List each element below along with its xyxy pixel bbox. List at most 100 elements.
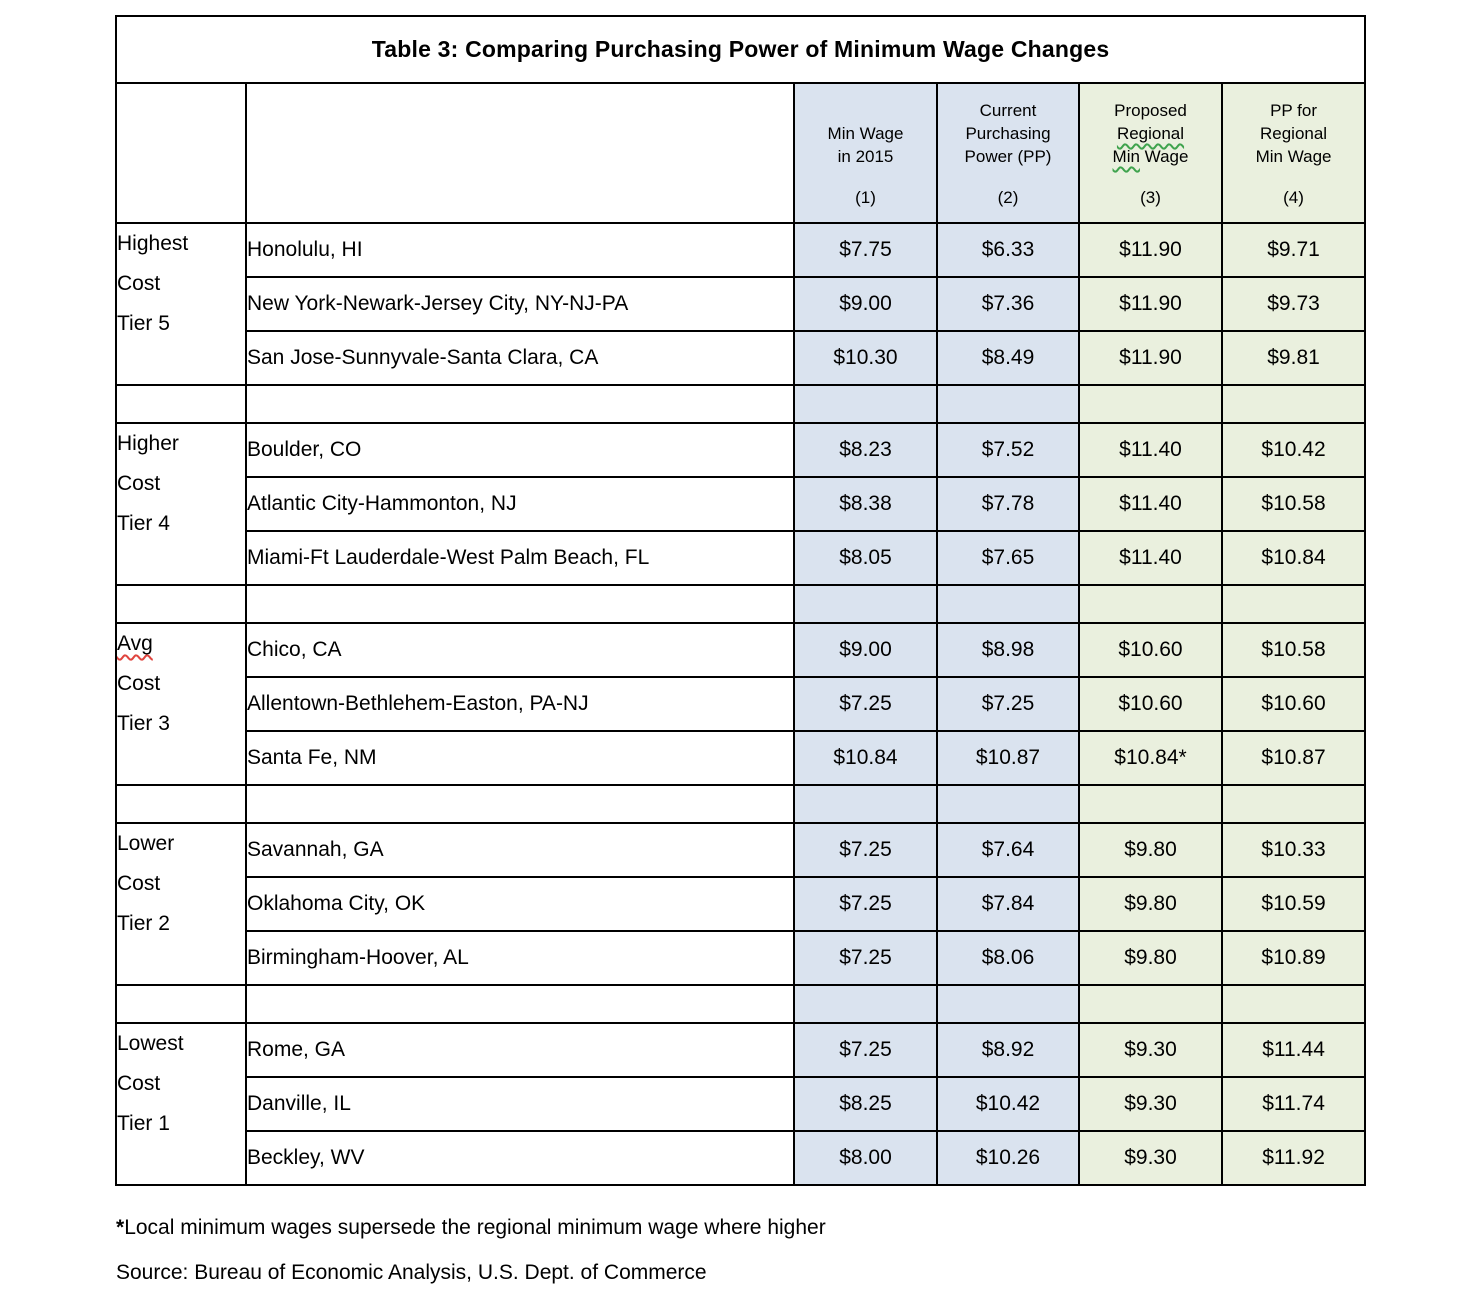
city-cell: Danville, IL (245, 1076, 795, 1132)
current-pp-cell: $10.42 (936, 1076, 1080, 1132)
tier-line: Cost (117, 272, 161, 295)
city-cell: San Jose-Sunnyvale-Santa Clara, CA (245, 330, 795, 386)
city-cell: Beckley, WV (245, 1130, 795, 1186)
proposed-min-wage-cell: $11.40 (1078, 476, 1223, 532)
proposed-min-wage-cell: $9.80 (1078, 876, 1223, 932)
city-cell: Boulder, CO (245, 422, 795, 478)
min-wage-2015-cell: $7.25 (793, 822, 938, 878)
min-wage-2015-cell: $7.25 (793, 876, 938, 932)
table-row: Min Wage in 2015 (1) Current Purchasing … (115, 82, 1367, 224)
table-row: Allentown-Bethlehem-Easton, PA-NJ $7.25 … (116, 676, 1367, 732)
pp-regional-cell: $10.58 (1220, 476, 1367, 532)
city-cell: Birmingham-Hoover, AL (245, 930, 795, 986)
column-number: (4) (1283, 188, 1304, 207)
spacer-cell (1220, 984, 1367, 1024)
grammar-squiggle-word: Regional (1116, 124, 1185, 143)
city-cell: Atlantic City-Hammonton, NJ (245, 476, 795, 532)
spacer-cell (1220, 384, 1367, 424)
tier-line: Tier 1 (117, 1112, 170, 1135)
city-cell: Chico, CA (245, 622, 795, 678)
current-pp-cell: $7.84 (936, 876, 1080, 932)
table-row: Oklahoma City, OK $7.25 $7.84 $9.80 $10.… (116, 876, 1367, 932)
tier-line: Tier 5 (117, 312, 170, 335)
min-wage-2015-cell: $10.84 (793, 730, 938, 786)
tier-line: Higher (117, 432, 179, 455)
city-cell: Allentown-Bethlehem-Easton, PA-NJ (245, 676, 795, 732)
pp-regional-cell: $11.74 (1220, 1076, 1367, 1132)
city-cell: Oklahoma City, OK (245, 876, 795, 932)
table-row: Avg Cost Tier 3 Chico, CA $9.00 $8.98 $1… (115, 622, 1367, 786)
spacer-cell (936, 384, 1080, 424)
current-pp-cell: $8.06 (936, 930, 1080, 986)
current-pp-cell: $7.36 (936, 276, 1080, 332)
spacer-cell (793, 984, 938, 1024)
min-wage-2015-cell: $7.25 (793, 1022, 938, 1078)
city-cell: Honolulu, HI (245, 222, 795, 278)
column-number: (1) (855, 188, 876, 207)
current-pp-cell: $8.49 (936, 330, 1080, 386)
table-row: Higher Cost Tier 4 Boulder, CO $8.23 $7.… (115, 422, 1367, 586)
table-row: Lowest Cost Tier 1 Rome, GA $7.25 $8.92 … (115, 1022, 1367, 1186)
tier-label-cell: Higher Cost Tier 4 (115, 422, 247, 586)
spacer-cell (245, 984, 795, 1024)
tier-line: Tier 4 (117, 512, 170, 535)
table-row: Birmingham-Hoover, AL $7.25 $8.06 $9.80 … (116, 930, 1367, 986)
proposed-min-wage-cell: $9.30 (1078, 1076, 1223, 1132)
spacer-cell (793, 384, 938, 424)
footnote-text: Local minimum wages supersede the region… (124, 1216, 826, 1239)
tier-line: Lower (117, 832, 175, 855)
header-line: Regional (1259, 124, 1328, 143)
min-wage-2015-cell: $10.30 (793, 330, 938, 386)
header-current-pp: Current Purchasing Power (PP) (2) (936, 82, 1080, 224)
table-row: San Jose-Sunnyvale-Santa Clara, CA $10.3… (116, 330, 1367, 386)
tier-label-cell: Lower Cost Tier 2 (115, 822, 247, 986)
current-pp-cell: $7.65 (936, 530, 1080, 586)
table-row: Atlantic City-Hammonton, NJ $8.38 $7.78 … (116, 476, 1367, 532)
min-wage-2015-cell: $8.05 (793, 530, 938, 586)
spacer-cell (115, 984, 247, 1024)
header-empty-tier-cell (115, 82, 247, 224)
wage-table: Table 3: Comparing Purchasing Power of M… (114, 15, 1367, 1186)
min-wage-2015-cell: $8.23 (793, 422, 938, 478)
proposed-min-wage-cell: $11.40 (1078, 422, 1223, 478)
proposed-min-wage-cell: $9.80 (1078, 822, 1223, 878)
min-wage-2015-cell: $8.38 (793, 476, 938, 532)
proposed-min-wage-cell: $10.84* (1078, 730, 1223, 786)
pp-regional-cell: $10.89 (1220, 930, 1367, 986)
current-pp-cell: $7.52 (936, 422, 1080, 478)
spacer-cell (1078, 784, 1223, 824)
tier-line: Avg (117, 625, 244, 664)
table-title: Table 3: Comparing Purchasing Power of M… (114, 15, 1367, 84)
spellcheck-squiggle-word: Avg (117, 632, 153, 655)
current-pp-cell: $7.25 (936, 676, 1080, 732)
header-line: Purchasing (965, 124, 1051, 143)
pp-regional-cell: $9.73 (1220, 276, 1367, 332)
min-wage-2015-cell: $7.75 (793, 222, 938, 278)
spacer-row (115, 984, 1367, 1024)
current-pp-cell: $8.98 (936, 622, 1080, 678)
pp-regional-cell: $10.87 (1220, 730, 1367, 786)
city-cell: Savannah, GA (245, 822, 795, 878)
proposed-min-wage-cell: $11.90 (1078, 276, 1223, 332)
column-number: (3) (1140, 188, 1161, 207)
spacer-row (115, 784, 1367, 824)
pp-regional-cell: $10.42 (1220, 422, 1367, 478)
current-pp-cell: $6.33 (936, 222, 1080, 278)
header-line: Current (979, 101, 1037, 120)
footnote-asterisk: * (116, 1216, 125, 1239)
proposed-min-wage-cell: $9.30 (1078, 1130, 1223, 1186)
header-line: in 2015 (837, 147, 894, 166)
table-row: Danville, IL $8.25 $10.42 $9.30 $11.74 (116, 1076, 1367, 1132)
table-row: Highest Cost Tier 5 Honolulu, HI $7.75 $… (115, 222, 1367, 386)
proposed-min-wage-cell: $11.90 (1078, 222, 1223, 278)
spacer-cell (115, 384, 247, 424)
tier-label-cell: Lowest Cost Tier 1 (115, 1022, 247, 1186)
spacer-cell (245, 784, 795, 824)
current-pp-cell: $7.78 (936, 476, 1080, 532)
city-cell: Rome, GA (245, 1022, 795, 1078)
pp-regional-cell: $10.60 (1220, 676, 1367, 732)
min-wage-2015-cell: $7.25 (793, 676, 938, 732)
header-line: Min Wage (827, 124, 904, 143)
spacer-cell (793, 584, 938, 624)
